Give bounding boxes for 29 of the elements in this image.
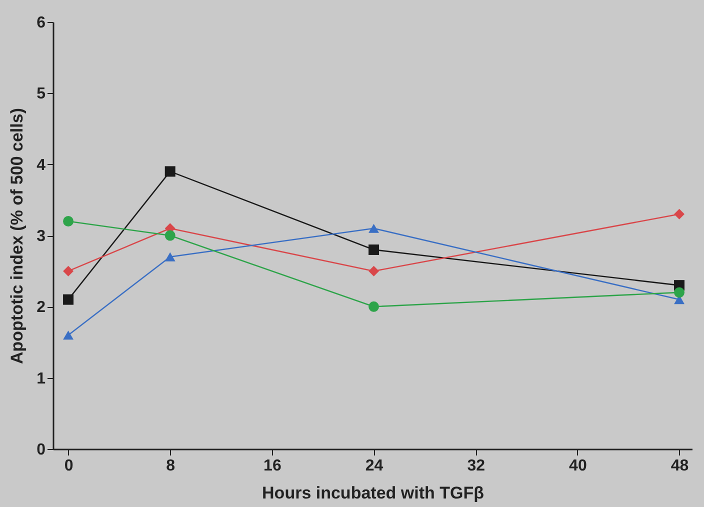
x-tick-label: 0 xyxy=(64,458,74,474)
point xyxy=(368,224,380,233)
y-tick-label: 4 xyxy=(36,156,46,174)
x-tick-label: 32 xyxy=(467,458,486,474)
point xyxy=(368,266,380,276)
y-axis-title: Apoptotic index (% of 500 cells) xyxy=(8,108,27,364)
y-tick-label: 5 xyxy=(36,86,46,103)
point xyxy=(674,287,685,298)
point xyxy=(674,208,685,220)
point xyxy=(164,252,176,262)
x-tick-label: 24 xyxy=(365,458,384,474)
point xyxy=(164,166,176,177)
x-tick-label: 48 xyxy=(670,458,689,474)
point xyxy=(63,216,74,226)
y-tick-label: 1 xyxy=(36,370,46,388)
point xyxy=(63,294,74,305)
point xyxy=(164,230,176,241)
point xyxy=(368,244,380,255)
y-tick-label: 6 xyxy=(36,14,46,32)
point xyxy=(63,266,74,276)
x-tick-label: 40 xyxy=(569,458,587,474)
x-tick-label: 8 xyxy=(166,458,176,474)
y-tick-label: 3 xyxy=(36,228,46,245)
y-tick-label: 2 xyxy=(36,299,46,316)
y-tick-label: 0 xyxy=(36,442,46,458)
x-tick-label: 16 xyxy=(264,458,282,474)
point xyxy=(63,330,74,340)
point xyxy=(368,301,380,312)
x-axis-title: Hours incubated with TGFβ xyxy=(262,484,484,502)
